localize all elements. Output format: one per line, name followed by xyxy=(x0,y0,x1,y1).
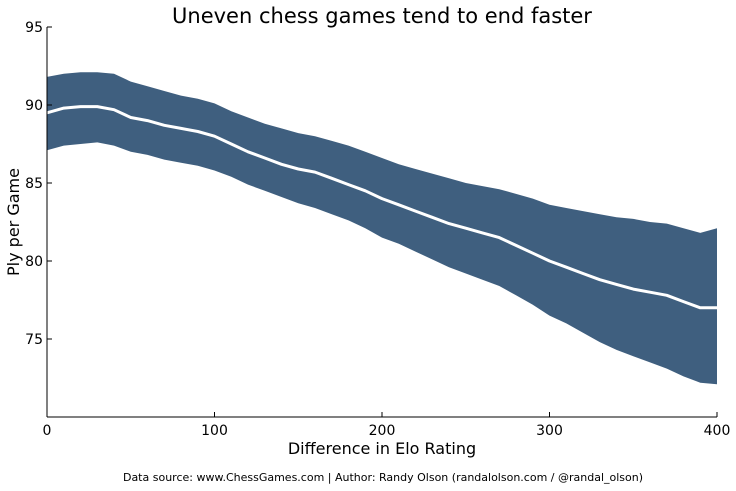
y-tick-label: 80 xyxy=(25,254,43,270)
x-ticks: 0 100 200 300 400 xyxy=(43,412,731,439)
y-tick-label: 95 xyxy=(25,20,43,36)
chart-title: Uneven chess games tend to end faster xyxy=(172,4,592,28)
plot-area xyxy=(46,72,717,385)
x-axis-label: Difference in Elo Rating xyxy=(288,439,476,458)
y-ticks: 75 80 85 90 95 xyxy=(25,20,52,348)
data-source-note: Data source: www.ChessGames.com | Author… xyxy=(123,471,643,484)
mean-line xyxy=(46,105,717,310)
y-tick-label: 90 xyxy=(25,98,43,114)
x-tick-label: 300 xyxy=(536,423,563,439)
confidence-band xyxy=(47,72,717,385)
x-tick-label: 200 xyxy=(369,423,396,439)
y-axis-label: Ply per Game xyxy=(4,168,23,276)
x-tick-label: 0 xyxy=(43,423,52,439)
y-tick-label: 85 xyxy=(25,176,43,192)
x-tick-label: 400 xyxy=(704,423,731,439)
x-tick-label: 100 xyxy=(201,423,228,439)
y-tick-label: 75 xyxy=(25,332,43,348)
